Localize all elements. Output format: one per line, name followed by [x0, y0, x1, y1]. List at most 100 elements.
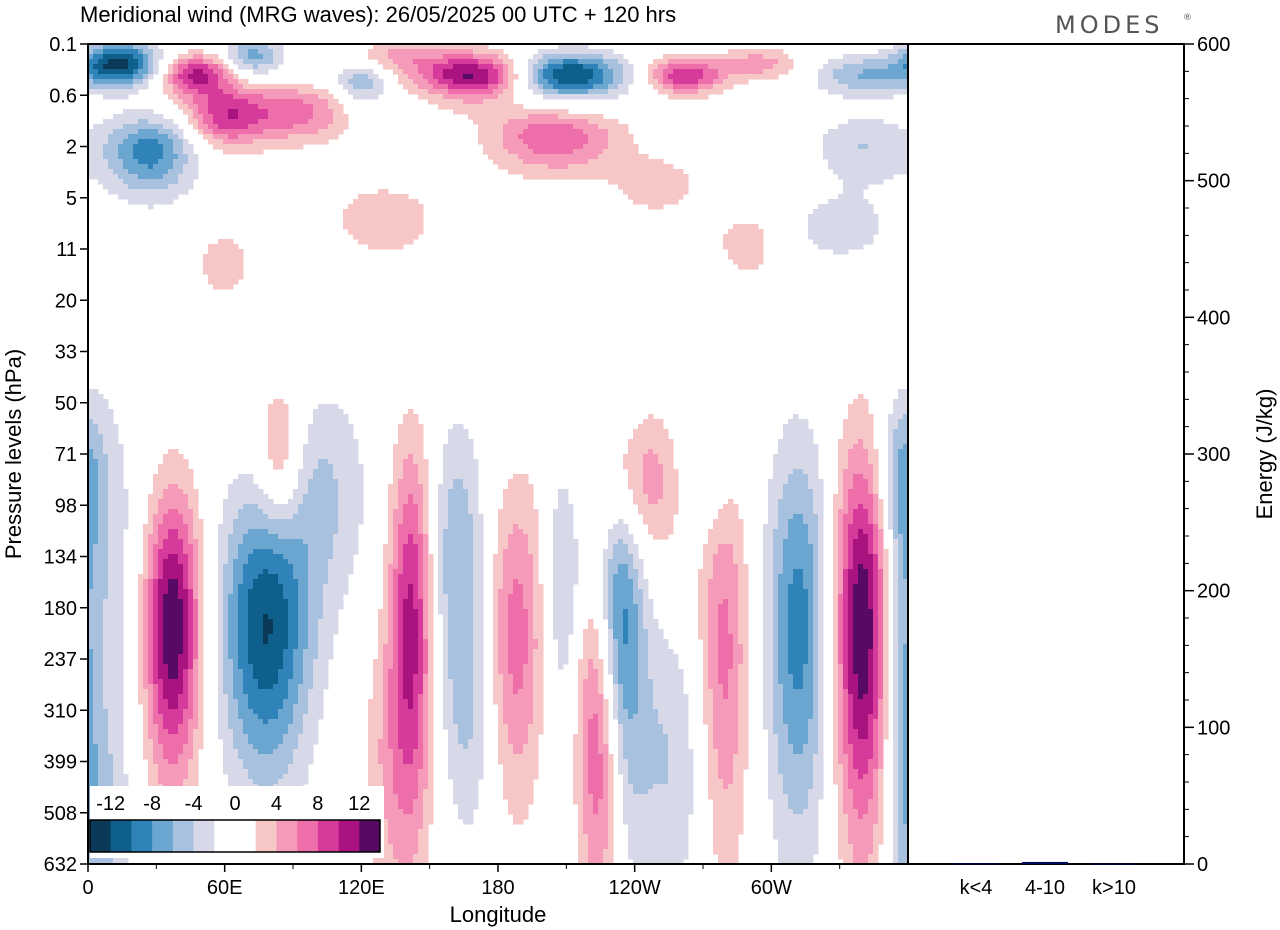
heatmap-cell — [103, 614, 124, 620]
heatmap-cell — [108, 509, 129, 515]
heatmap-cell — [703, 554, 714, 560]
heatmap-cell — [608, 89, 629, 95]
heatmap-cell — [898, 699, 904, 705]
heatmap-cell — [153, 704, 159, 710]
heatmap-cell — [508, 64, 514, 70]
heatmap-cell — [248, 654, 284, 660]
heatmap-cell — [848, 704, 854, 710]
heatmap-cell — [873, 524, 879, 530]
heatmap-cell — [233, 564, 244, 570]
heatmap-cell — [843, 539, 849, 545]
heatmap-cell — [188, 664, 194, 670]
heatmap-cell — [653, 84, 664, 90]
heatmap-cell — [143, 584, 149, 590]
heatmap-cell — [623, 624, 629, 630]
heatmap-cell — [808, 804, 819, 810]
heatmap-cell — [238, 54, 249, 60]
heatmap-cell — [593, 804, 599, 810]
heatmap-cell — [528, 544, 539, 550]
heatmap-cell — [818, 699, 824, 705]
heatmap-cell — [838, 809, 844, 815]
heatmap-cell — [423, 819, 434, 825]
heatmap-cell — [443, 659, 449, 665]
heatmap-cell — [653, 59, 669, 65]
heatmap-cell — [663, 484, 679, 490]
heatmap-cell — [163, 79, 169, 85]
heatmap-cell — [258, 64, 279, 70]
heatmap-cell — [713, 804, 744, 810]
heatmap-cell — [893, 489, 899, 495]
heatmap-cell — [228, 114, 239, 120]
heatmap-cell — [228, 694, 234, 700]
heatmap-cell — [248, 124, 294, 130]
heatmap-cell — [108, 544, 124, 550]
heatmap-cell — [293, 654, 304, 660]
heatmap-cell — [108, 459, 124, 465]
heatmap-cell — [443, 714, 454, 720]
heatmap-cell — [218, 734, 234, 740]
heatmap-cell — [148, 514, 154, 520]
heatmap-cell — [253, 709, 279, 715]
heatmap-cell — [188, 649, 194, 655]
heatmap-cell — [423, 689, 429, 695]
heatmap-cell — [898, 764, 904, 770]
heatmap-cell — [878, 634, 884, 640]
heatmap-cell — [183, 619, 189, 625]
heatmap-cell — [553, 559, 579, 565]
heatmap-cell — [178, 694, 189, 700]
heatmap-cell — [603, 734, 609, 740]
heatmap-cell — [398, 804, 414, 810]
heatmap-cell — [603, 754, 609, 760]
heatmap-cell — [478, 129, 504, 135]
heatmap-cell — [158, 664, 169, 670]
heatmap-cell — [473, 609, 484, 615]
heatmap-cell — [643, 479, 664, 485]
heatmap-cell — [188, 74, 209, 80]
heatmap-cell — [623, 609, 629, 615]
heatmap-cell — [848, 734, 859, 740]
heatmap-cell — [893, 609, 899, 615]
heatmap-cell — [873, 789, 879, 795]
heatmap-cell — [368, 704, 384, 710]
heatmap-cell — [588, 784, 604, 790]
heatmap-cell — [143, 564, 149, 570]
heatmap-cell — [613, 544, 629, 550]
heatmap-cell — [308, 609, 324, 615]
heatmap-cell — [878, 514, 884, 520]
heatmap-cell — [418, 524, 424, 530]
heatmap-cell — [88, 49, 94, 55]
heatmap-cell — [223, 569, 234, 575]
heatmap-cell — [883, 584, 889, 590]
heatmap-cell — [383, 604, 389, 610]
heatmap-cell — [818, 684, 824, 690]
heatmap-cell — [608, 599, 614, 605]
heatmap-cell — [618, 689, 624, 695]
heatmap-cell — [228, 654, 239, 660]
heatmap-cell — [858, 534, 869, 540]
heatmap-cell — [893, 589, 899, 595]
heatmap-cell — [533, 679, 544, 685]
heatmap-cell — [248, 594, 284, 600]
heatmap-cell — [383, 724, 389, 730]
heatmap-cell — [198, 644, 204, 650]
heatmap-cell — [423, 614, 429, 620]
heatmap-cell — [698, 599, 709, 605]
heatmap-cell — [268, 429, 289, 435]
heatmap-cell — [153, 614, 159, 620]
heatmap-cell — [378, 759, 394, 765]
heatmap-cell — [493, 699, 504, 705]
heatmap-cell — [768, 494, 784, 500]
heatmap-cell — [313, 409, 344, 415]
heatmap-cell — [763, 724, 774, 730]
heatmap-cell — [728, 684, 739, 690]
heatmap-cell — [88, 619, 104, 625]
heatmap-cell — [418, 639, 424, 645]
heatmap-cell — [168, 699, 179, 705]
heatmap-cell — [498, 724, 509, 730]
heatmap-cell — [368, 734, 384, 740]
heatmap-cell — [238, 544, 309, 550]
heatmap-cell — [903, 564, 908, 570]
heatmap-cell — [473, 569, 484, 575]
heatmap-cell — [818, 609, 824, 615]
heatmap-cell — [163, 634, 184, 640]
